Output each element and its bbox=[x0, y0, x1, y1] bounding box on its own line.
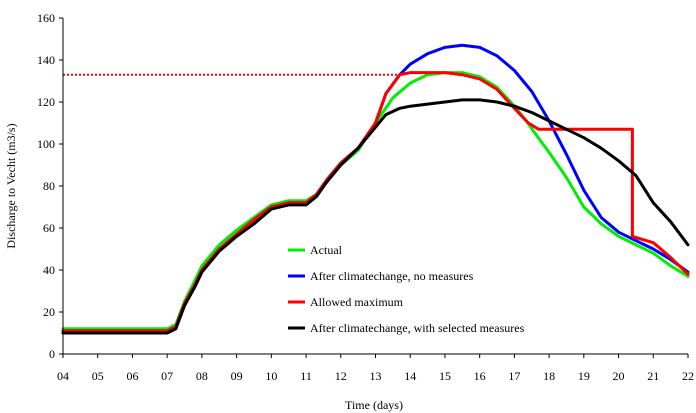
x-tick-label: 20 bbox=[613, 369, 625, 383]
series-line-3 bbox=[61, 98, 690, 335]
legend-label: After climatechange, no measures bbox=[310, 269, 474, 283]
x-tick-label: 12 bbox=[335, 369, 347, 383]
x-tick-label: 14 bbox=[404, 369, 416, 383]
y-tick-label: 40 bbox=[43, 263, 55, 277]
legend: Actual After climatechange, no measures Al… bbox=[288, 243, 525, 335]
x-tick-label: 11 bbox=[300, 369, 312, 383]
series-lines bbox=[61, 43, 690, 335]
x-tick-label: 19 bbox=[578, 369, 590, 383]
x-tick-label: 15 bbox=[439, 369, 451, 383]
y-tick-label: 60 bbox=[43, 221, 55, 235]
y-tick-label: 120 bbox=[37, 95, 55, 109]
series-line-0 bbox=[61, 71, 690, 331]
legend-label: After climatechange, with selected measu… bbox=[310, 321, 525, 335]
x-tick-label: 21 bbox=[647, 369, 659, 383]
x-tick-label: 09 bbox=[231, 369, 243, 383]
y-tick-label: 0 bbox=[49, 347, 55, 361]
y-tick-label: 100 bbox=[37, 137, 55, 151]
y-axis-title: Discharge to Vecht (m3/s) bbox=[4, 123, 18, 248]
x-tick-label: 05 bbox=[92, 369, 104, 383]
x-tick-label: 08 bbox=[196, 369, 208, 383]
x-tick-label: 16 bbox=[474, 369, 486, 383]
y-tick-label: 160 bbox=[37, 11, 55, 25]
axes bbox=[62, 18, 688, 355]
axis-ticks bbox=[59, 17, 689, 358]
x-tick-label: 22 bbox=[682, 369, 694, 383]
series-line-1 bbox=[61, 43, 690, 333]
x-tick-label: 10 bbox=[265, 369, 277, 383]
y-tick-label: 80 bbox=[43, 179, 55, 193]
x-tick-label: 18 bbox=[543, 369, 555, 383]
y-tick-label: 140 bbox=[37, 53, 55, 67]
legend-label: Actual bbox=[310, 243, 343, 257]
x-tick-label: 13 bbox=[370, 369, 382, 383]
y-tick-label: 20 bbox=[43, 305, 55, 319]
x-tick-label: 04 bbox=[57, 369, 69, 383]
x-axis-title: Time (days) bbox=[345, 398, 403, 412]
x-tick-label: 06 bbox=[126, 369, 138, 383]
series-line-2 bbox=[61, 71, 690, 333]
tick-labels: 0 20 40 60 80 100 120 140 160 04 05 06 07 08 09 10 11 12 1… bbox=[37, 11, 694, 383]
legend-label: Allowed maximum bbox=[310, 295, 404, 309]
x-tick-label: 07 bbox=[161, 369, 173, 383]
x-tick-label: 17 bbox=[508, 369, 520, 383]
